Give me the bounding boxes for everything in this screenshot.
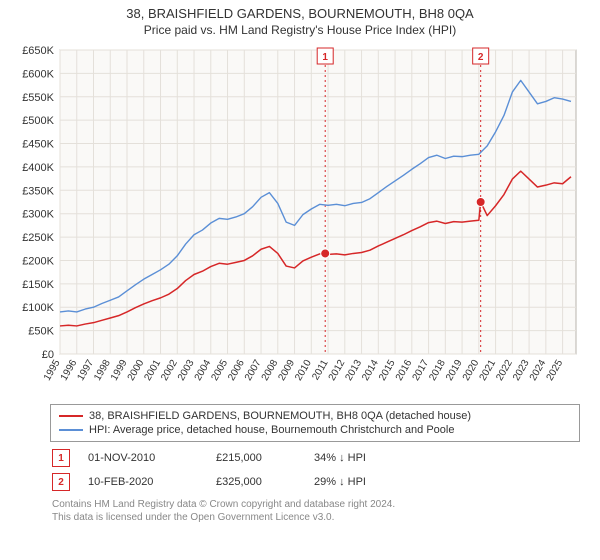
svg-text:1996: 1996 [59,358,80,383]
svg-text:2010: 2010 [293,358,314,383]
svg-text:1995: 1995 [42,358,63,383]
svg-text:£450K: £450K [22,139,54,151]
svg-text:2013: 2013 [344,358,365,383]
sale-price: £215,000 [216,452,296,464]
svg-text:2023: 2023 [511,358,532,383]
sale-delta: 34% ↓ HPI [314,452,434,464]
svg-text:£300K: £300K [22,209,54,221]
legend-swatch [59,429,83,431]
svg-text:£550K: £550K [22,92,54,104]
svg-text:2007: 2007 [243,358,264,383]
svg-text:£100K: £100K [22,303,54,315]
legend-row-property: 38, BRAISHFIELD GARDENS, BOURNEMOUTH, BH… [59,409,571,423]
price-chart: £0£50K£100K£150K£200K£250K£300K£350K£400… [10,38,590,398]
svg-text:£400K: £400K [22,162,54,174]
svg-text:2004: 2004 [193,358,214,383]
sale-date: 01-NOV-2010 [88,452,198,464]
svg-text:2003: 2003 [176,358,197,383]
legend-label: HPI: Average price, detached house, Bour… [89,424,454,436]
svg-text:2008: 2008 [260,358,281,383]
sale-row: 2 10-FEB-2020 £325,000 29% ↓ HPI [10,470,590,494]
svg-text:£150K: £150K [22,279,54,291]
svg-text:2017: 2017 [411,358,432,383]
legend-label: 38, BRAISHFIELD GARDENS, BOURNEMOUTH, BH… [89,410,471,422]
svg-text:£600K: £600K [22,69,54,81]
svg-text:2018: 2018 [427,358,448,383]
svg-text:£50K: £50K [28,326,54,338]
svg-text:2: 2 [478,52,484,63]
svg-text:2025: 2025 [545,358,566,383]
svg-text:1997: 1997 [75,358,96,383]
svg-text:£250K: £250K [22,233,54,245]
svg-text:2022: 2022 [494,358,515,383]
chart-subtitle: Price paid vs. HM Land Registry's House … [10,23,590,39]
svg-text:1999: 1999 [109,358,130,383]
chart-title: 38, BRAISHFIELD GARDENS, BOURNEMOUTH, BH… [10,6,590,23]
svg-text:£350K: £350K [22,186,54,198]
sale-date: 10-FEB-2020 [88,476,198,488]
svg-text:2021: 2021 [478,358,499,383]
sale-delta: 29% ↓ HPI [314,476,434,488]
svg-text:2024: 2024 [528,358,549,383]
svg-text:2016: 2016 [394,358,415,383]
svg-text:2014: 2014 [360,358,381,383]
svg-text:1998: 1998 [92,358,113,383]
legend-swatch [59,415,83,417]
svg-text:2002: 2002 [159,358,180,383]
svg-text:2015: 2015 [377,358,398,383]
svg-text:2019: 2019 [444,358,465,383]
sale-marker-badge: 2 [52,473,70,491]
svg-text:2006: 2006 [226,358,247,383]
sale-marker-badge: 1 [52,449,70,467]
legend-row-hpi: HPI: Average price, detached house, Bour… [59,423,571,437]
svg-text:2020: 2020 [461,358,482,383]
svg-text:2012: 2012 [327,358,348,383]
svg-text:£500K: £500K [22,116,54,128]
svg-text:£200K: £200K [22,256,54,268]
svg-text:2000: 2000 [126,358,147,383]
sale-price: £325,000 [216,476,296,488]
svg-text:2009: 2009 [276,358,297,383]
footer-line: Contains HM Land Registry data © Crown c… [52,498,590,511]
svg-text:1: 1 [322,52,328,63]
svg-text:2001: 2001 [142,358,163,383]
footer-note: Contains HM Land Registry data © Crown c… [10,494,590,524]
svg-text:£650K: £650K [22,45,54,57]
svg-text:2005: 2005 [209,358,230,383]
footer-line: This data is licensed under the Open Gov… [52,511,590,524]
sale-row: 1 01-NOV-2010 £215,000 34% ↓ HPI [10,446,590,470]
legend-box: 38, BRAISHFIELD GARDENS, BOURNEMOUTH, BH… [50,404,580,442]
